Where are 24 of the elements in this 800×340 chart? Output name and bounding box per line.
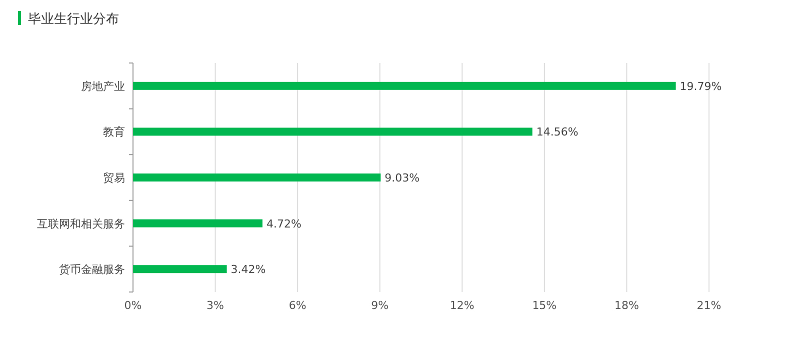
data-label: 14.56% (536, 126, 578, 139)
y-tick-label: 货币金融服务 (59, 263, 125, 276)
data-label: 3.42% (230, 263, 266, 276)
y-tick-label: 贸易 (103, 172, 125, 184)
data-label: 9.03% (384, 172, 420, 184)
x-tick-label: 3% (206, 299, 224, 312)
x-tick-label: 12% (450, 299, 474, 312)
x-tick-label: 15% (532, 299, 557, 312)
chart-title: 毕业生行业分布 (28, 12, 119, 27)
x-tick-label: 21% (696, 299, 722, 312)
bar (133, 82, 676, 90)
x-tick-label: 0% (124, 299, 142, 312)
y-tick-label: 互联网和相关服务 (37, 217, 125, 230)
x-tick-label: 6% (288, 299, 306, 312)
x-tick-label: 9% (371, 299, 389, 312)
y-tick-label: 房地产业 (81, 80, 125, 93)
y-tick-label: 教育 (103, 126, 125, 139)
x-tick-label: 18% (614, 299, 639, 312)
bar (133, 219, 262, 228)
data-label: 4.72% (266, 217, 302, 230)
bar (133, 128, 532, 136)
bar (133, 265, 227, 274)
data-label: 19.79% (680, 80, 722, 93)
bar (133, 174, 381, 182)
